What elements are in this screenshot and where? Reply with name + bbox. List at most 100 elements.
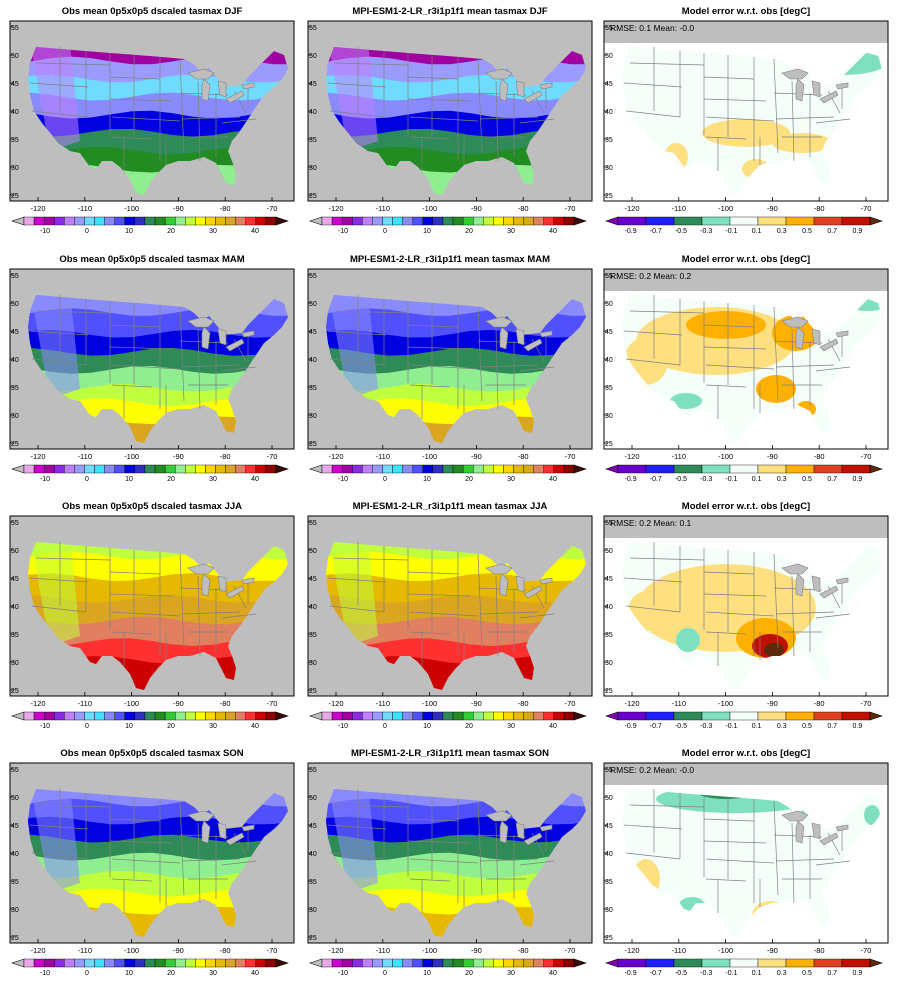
x-tick-label: -100 <box>124 946 139 955</box>
colorbar-swatch <box>174 958 186 968</box>
y-tick-label: 45 <box>605 576 613 583</box>
colorbar-swatch <box>493 464 504 474</box>
colorbar-label: 0.1 <box>752 228 762 235</box>
colorbar-swatch <box>54 216 65 226</box>
colorbar-swatch <box>43 958 55 968</box>
colorbar-swatch <box>533 216 544 226</box>
colorbar-swatch <box>195 216 206 226</box>
colorbar-label: 30 <box>507 970 515 977</box>
colorbar-swatch <box>729 216 759 226</box>
y-tick-label: 25 <box>11 688 19 695</box>
colorbar-swatch <box>94 958 105 968</box>
colorbar-swatch <box>422 216 434 226</box>
colorbar-swatch <box>543 464 555 474</box>
x-tick-label: -70 <box>861 946 872 955</box>
obs-panel-title: Obs mean 0p5x0p5 dscaled tasmax DJF <box>62 6 243 17</box>
colorbar-swatch <box>483 958 494 968</box>
y-tick-label: 40 <box>11 109 19 116</box>
colorbar-swatch <box>341 711 353 721</box>
colorbar-label: -0.3 <box>700 228 712 235</box>
colorbar-swatch <box>154 216 166 226</box>
map-axes: 55 50 45 40 35 30 25 -120 -110 -100 -90 -80 -70 <box>9 20 295 213</box>
colorbar-swatch <box>392 464 403 474</box>
y-tick-label: 30 <box>309 413 317 420</box>
y-tick-label: 35 <box>605 137 613 144</box>
colorbar-swatch <box>813 216 843 226</box>
colorbar-label: 0.7 <box>827 723 837 730</box>
error-blob <box>772 133 832 153</box>
colorbar-swatch <box>402 711 413 721</box>
colorbar-swatch <box>503 464 514 474</box>
colorbar-swatch <box>452 216 464 226</box>
colorbar-swatch <box>235 711 246 721</box>
colorbar-swatch <box>841 216 871 226</box>
colorbar-label: -10 <box>338 723 348 730</box>
colorbar-swatch <box>134 464 146 474</box>
colorbar-swatch <box>757 464 787 474</box>
colorbar-label: 10 <box>423 476 431 483</box>
colorbar-swatch <box>553 711 565 721</box>
colorbar-swatch <box>84 958 95 968</box>
x-tick-label: -70 <box>565 946 576 955</box>
colorbar-swatch <box>185 464 196 474</box>
y-tick-label: 25 <box>309 193 317 200</box>
colorbar-swatch <box>174 464 186 474</box>
x-tick-label: -100 <box>124 699 139 708</box>
colorbar-swatch <box>215 464 226 474</box>
map-axes: 55 50 45 40 35 30 25 -120 -110 -100 -90 -80 -70 <box>9 515 295 708</box>
colorbar-label: -0.1 <box>725 970 737 977</box>
y-tick-label: 50 <box>11 795 19 802</box>
error-colorbar: -0.9 -0.7 -0.5 -0.3 -0.1 0.1 0.3 0.5 0.7 0.9 <box>605 216 883 235</box>
colorbar-label: -0.3 <box>700 476 712 483</box>
error-stats: RMSE: 0.2 Mean: 0.1 <box>610 518 692 528</box>
colorbar-label: -0.9 <box>625 228 637 235</box>
y-tick-label: 55 <box>309 520 317 527</box>
colorbar-swatch <box>523 216 534 226</box>
colorbar-swatch <box>372 711 383 721</box>
map-axes: 55 50 45 40 35 30 25 -120 -110 -100 -90 -80 -70 <box>603 762 889 955</box>
colorbar-swatch <box>382 464 393 474</box>
colorbar-swatch <box>617 958 647 968</box>
colorbar-swatch <box>54 464 65 474</box>
mountain-region <box>328 47 378 151</box>
colorbar-label: 10 <box>125 476 133 483</box>
x-tick-label: -90 <box>173 452 184 461</box>
colorbar-swatch <box>235 464 246 474</box>
colorbar-label: 0 <box>383 476 387 483</box>
x-tick-label: -120 <box>624 204 639 213</box>
colorbar-swatch <box>84 711 95 721</box>
y-tick-label: 45 <box>309 329 317 336</box>
model-colorbar: -10 0 10 20 30 40 <box>309 464 587 483</box>
colorbar-swatch <box>185 958 196 968</box>
x-tick-label: -70 <box>861 204 872 213</box>
colorbar-swatch <box>483 464 494 474</box>
colorbar-swatch <box>74 958 85 968</box>
obs-colorbar: -10 0 10 20 30 40 <box>11 711 289 730</box>
colorbar-swatch <box>493 216 504 226</box>
colorbar-label: 0.9 <box>853 476 863 483</box>
error-stats: RMSE: 0.2 Mean: -0.0 <box>610 765 694 775</box>
y-tick-label: 50 <box>11 301 19 308</box>
x-tick-label: -70 <box>565 452 576 461</box>
y-tick-label: 25 <box>309 935 317 942</box>
colorbar-swatch <box>352 711 363 721</box>
x-tick-label: -110 <box>78 699 92 708</box>
colorbar-swatch <box>432 711 444 721</box>
colorbar-label: 0.1 <box>752 970 762 977</box>
colorbar-label: -0.1 <box>725 723 737 730</box>
colorbar-swatch <box>124 216 136 226</box>
colorbar-swatch <box>94 216 105 226</box>
x-tick-label: -100 <box>124 204 139 213</box>
y-tick-label: 45 <box>605 823 613 830</box>
x-tick-label: -120 <box>624 946 639 955</box>
y-tick-label: 30 <box>11 907 19 914</box>
x-tick-label: -110 <box>376 204 390 213</box>
colorbar-swatch <box>553 958 565 968</box>
y-tick-label: 40 <box>605 357 613 364</box>
error-map <box>604 21 888 201</box>
colorbar-swatch <box>483 711 494 721</box>
x-tick-label: -120 <box>328 946 343 955</box>
colorbar-swatch <box>144 958 156 968</box>
x-tick-label: -90 <box>173 204 184 213</box>
colorbar-swatch <box>841 464 871 474</box>
